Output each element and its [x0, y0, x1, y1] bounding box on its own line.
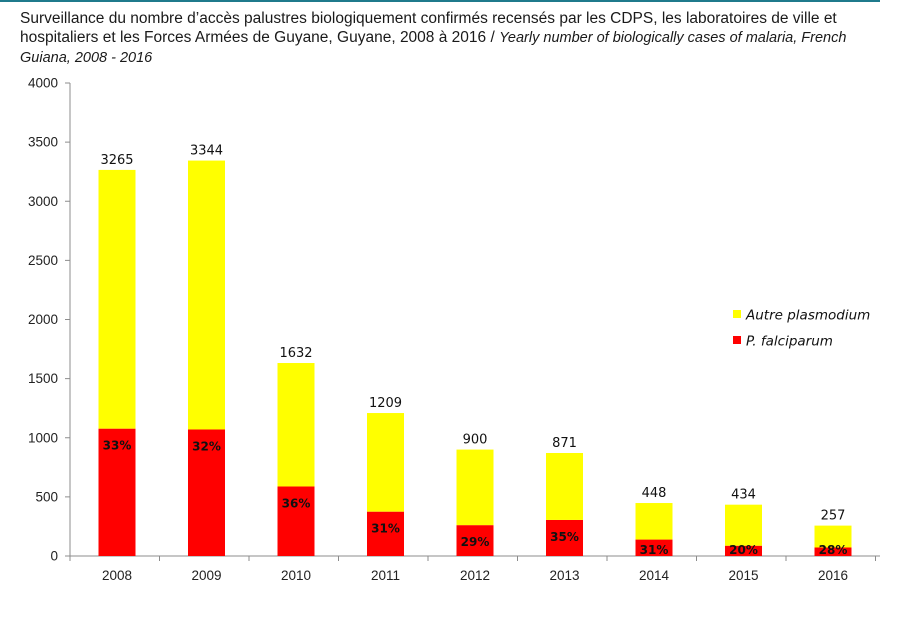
bar-pct-label: 20%: [729, 543, 758, 557]
bar-total-label: 900: [463, 433, 488, 448]
chart-title: Surveillance du nombre d’accès palustres…: [20, 9, 900, 68]
bar-segment-falciparum: [277, 486, 315, 556]
bar-segment-falciparum: [188, 429, 225, 556]
bar-pct-label: 31%: [640, 543, 669, 557]
bar-segment-falciparum: [546, 519, 583, 556]
bar-segment-falciparum: [367, 511, 404, 556]
y-tick-label: 4000: [28, 76, 58, 91]
bar-segment-falciparum: [725, 545, 762, 556]
bar-total-label: 3344: [190, 144, 223, 159]
bar-total-label: 871: [552, 436, 577, 451]
bar-pct-label: 32%: [192, 439, 221, 453]
legend-label-autre: Autre plasmodium: [745, 308, 870, 324]
bar-pct-label: 36%: [282, 496, 311, 510]
y-tick-label: 2500: [28, 253, 58, 268]
bar-pct-label: 29%: [461, 535, 490, 549]
legend-swatch-autre: [733, 310, 741, 318]
x-category-label: 2012: [460, 568, 490, 583]
y-tick-label: 3000: [28, 194, 58, 209]
x-category-label: 2015: [728, 568, 758, 583]
y-tick-label: 2000: [28, 312, 58, 327]
bar-segment-autre: [98, 169, 136, 429]
bar-total-label: 257: [821, 509, 846, 524]
bar-segment-autre: [188, 160, 225, 430]
chart-title-fr: Surveillance du nombre d’accès palustres…: [20, 10, 837, 46]
y-tick-label: 1000: [28, 430, 58, 445]
x-category-label: 2011: [371, 568, 400, 583]
bar-pct-label: 28%: [819, 543, 848, 557]
bar-segment-autre: [277, 363, 315, 487]
x-category-label: 2010: [281, 568, 311, 583]
bar-pct-label: 35%: [550, 530, 579, 544]
legend-label-falciparum: P. falciparum: [746, 334, 833, 350]
y-tick-label: 0: [50, 549, 58, 564]
header-rule: [0, 0, 880, 2]
bar-segment-falciparum: [814, 547, 852, 556]
bar-segment-autre: [546, 453, 583, 520]
bar-total-label: 448: [642, 486, 667, 501]
bar-pct-label: 33%: [103, 439, 132, 453]
bar-segment-falciparum: [456, 525, 494, 556]
y-tick-label: 500: [35, 489, 58, 504]
x-category-label: 2009: [191, 568, 221, 583]
x-category-label: 2008: [102, 568, 132, 583]
x-category-label: 2014: [639, 568, 670, 583]
bar-segment-falciparum: [635, 539, 673, 556]
chart-title-en: Yearly number of biologically cases of m…: [20, 30, 847, 66]
bar-total-label: 1209: [369, 396, 402, 411]
bar-segment-falciparum: [98, 428, 136, 556]
bar-segment-autre: [635, 503, 673, 540]
bar-pct-label: 31%: [371, 522, 400, 536]
x-category-label: 2016: [818, 568, 848, 583]
bar-segment-autre: [725, 504, 762, 546]
bar-segment-autre: [814, 525, 852, 548]
y-tick-label: 3500: [28, 135, 58, 150]
bar-total-label: 434: [731, 488, 756, 503]
bar-segment-autre: [456, 449, 494, 526]
y-tick-label: 1500: [28, 371, 58, 386]
x-category-label: 2013: [549, 568, 579, 583]
bar-segment-autre: [367, 413, 404, 512]
legend-swatch-falciparum: [733, 336, 741, 344]
bar-total-label: 1632: [279, 346, 312, 361]
bar-total-label: 3265: [100, 153, 133, 168]
